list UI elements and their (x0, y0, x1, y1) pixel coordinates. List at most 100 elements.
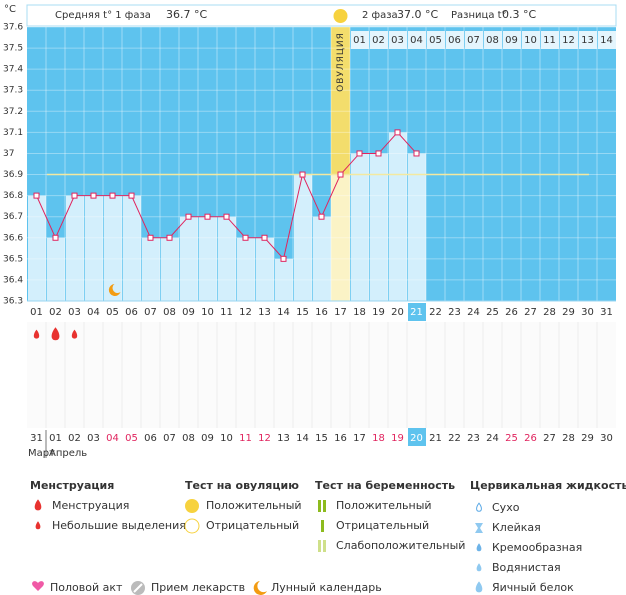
y-tick-label: 36.3 (3, 297, 23, 307)
day-label: 14 (277, 307, 290, 318)
luteal-day: 05 (429, 35, 442, 46)
temp-point (204, 213, 211, 220)
legend-icon (184, 518, 200, 534)
legend-item: Положительный (206, 499, 302, 512)
legend-item: Прием лекарств (151, 581, 245, 594)
month-label: Апрель (49, 448, 87, 459)
ovulation-label: ОВУЛЯЦИЯ (336, 32, 346, 92)
temp-point (185, 213, 192, 220)
month-label: Март (28, 448, 55, 459)
temp-point (71, 192, 78, 199)
temp-bar (180, 216, 198, 301)
date-label: 03 (87, 433, 100, 444)
date-label: 09 (201, 433, 214, 444)
date-label: 24 (486, 433, 499, 444)
y-unit: °C (4, 4, 16, 15)
day-label: 06 (125, 307, 138, 318)
diff-value: 0.3 °C (502, 8, 536, 21)
day-label: 22 (429, 307, 442, 318)
luteal-day: 13 (581, 35, 594, 46)
date-label: 31 (30, 433, 43, 444)
header-box (26, 4, 617, 27)
date-label: 29 (581, 433, 594, 444)
temp-point (280, 255, 287, 262)
luteal-cell (370, 31, 388, 49)
legend-item: Лунный календарь (271, 581, 382, 594)
luteal-cell (446, 31, 464, 49)
flow-drop (33, 329, 40, 339)
day-label: 12 (239, 307, 252, 318)
temp-point (242, 234, 249, 241)
date-label: 16 (334, 433, 347, 444)
legend-icon (476, 563, 482, 572)
luteal-day: 06 (448, 35, 461, 46)
luteal-cell (389, 31, 407, 49)
temp-bar (66, 195, 84, 301)
legend-item: Яичный белок (492, 581, 574, 594)
legend-icon (185, 499, 199, 513)
date-label: 13 (277, 433, 290, 444)
legend-title: Тест на овуляцию (185, 479, 299, 492)
legend-icon (476, 543, 482, 552)
legend-title: Тест на беременность (315, 479, 455, 492)
date-label: 18 (372, 433, 385, 444)
temp-bar (331, 174, 350, 301)
legend-item: Отрицательный (206, 519, 299, 532)
day-label: 19 (372, 307, 385, 318)
legend-title: Менструация (30, 479, 114, 492)
luteal-day: 01 (353, 35, 366, 46)
legend-icon (323, 540, 326, 552)
date-label: 05 (125, 433, 138, 444)
legend-item: Менструация (52, 499, 129, 512)
legend-icon (476, 502, 482, 512)
y-tick-label: 36.7 (3, 212, 23, 222)
legend-icon (318, 540, 321, 552)
day-label: 29 (562, 307, 575, 318)
luteal-day: 09 (505, 35, 518, 46)
luteal-cell (503, 31, 521, 49)
day-label: 11 (220, 307, 233, 318)
date-label: 06 (144, 433, 157, 444)
luteal-cell (465, 31, 483, 49)
day-label: 25 (486, 307, 499, 318)
temp-bar (351, 153, 369, 301)
y-tick-label: 36.8 (3, 191, 23, 201)
date-label: 30 (600, 433, 613, 444)
temp-point (223, 213, 230, 220)
legend-item: Слабоположительный (336, 539, 465, 552)
temp-point (375, 150, 382, 157)
date-label: 10 (220, 433, 233, 444)
y-tick-label: 36.9 (3, 170, 23, 180)
legend-item: Сухо (492, 501, 520, 514)
luteal-cell (484, 31, 502, 49)
temp-bar (408, 153, 426, 301)
day-label: 27 (524, 307, 537, 318)
legend-icon (323, 500, 326, 512)
date-label: 23 (467, 433, 480, 444)
day-label: 23 (448, 307, 461, 318)
legend-icon (321, 520, 324, 532)
date-label: 12 (258, 433, 271, 444)
y-tick-label: 37.1 (3, 128, 23, 138)
temp-point (128, 192, 135, 199)
temp-bar (47, 237, 65, 301)
day-label: 08 (163, 307, 176, 318)
y-tick-label: 37.3 (3, 86, 23, 96)
temp-bar (161, 237, 179, 301)
temp-point (147, 234, 154, 241)
y-tick-label: 36.4 (3, 275, 23, 285)
temp-bar (313, 216, 331, 301)
luteal-cell (408, 31, 426, 49)
luteal-day: 02 (372, 35, 385, 46)
legend-title: Цервикальная жидкость (470, 479, 626, 492)
luteal-cell (579, 31, 597, 49)
day-label: 09 (182, 307, 195, 318)
temp-point (109, 192, 116, 199)
day-label: 21 (410, 307, 423, 318)
date-label: 15 (315, 433, 328, 444)
date-label: 26 (524, 433, 537, 444)
legend-icon (32, 581, 44, 591)
lunar-icon (108, 284, 121, 296)
date-label: 27 (543, 433, 556, 444)
luteal-day: 04 (410, 35, 423, 46)
